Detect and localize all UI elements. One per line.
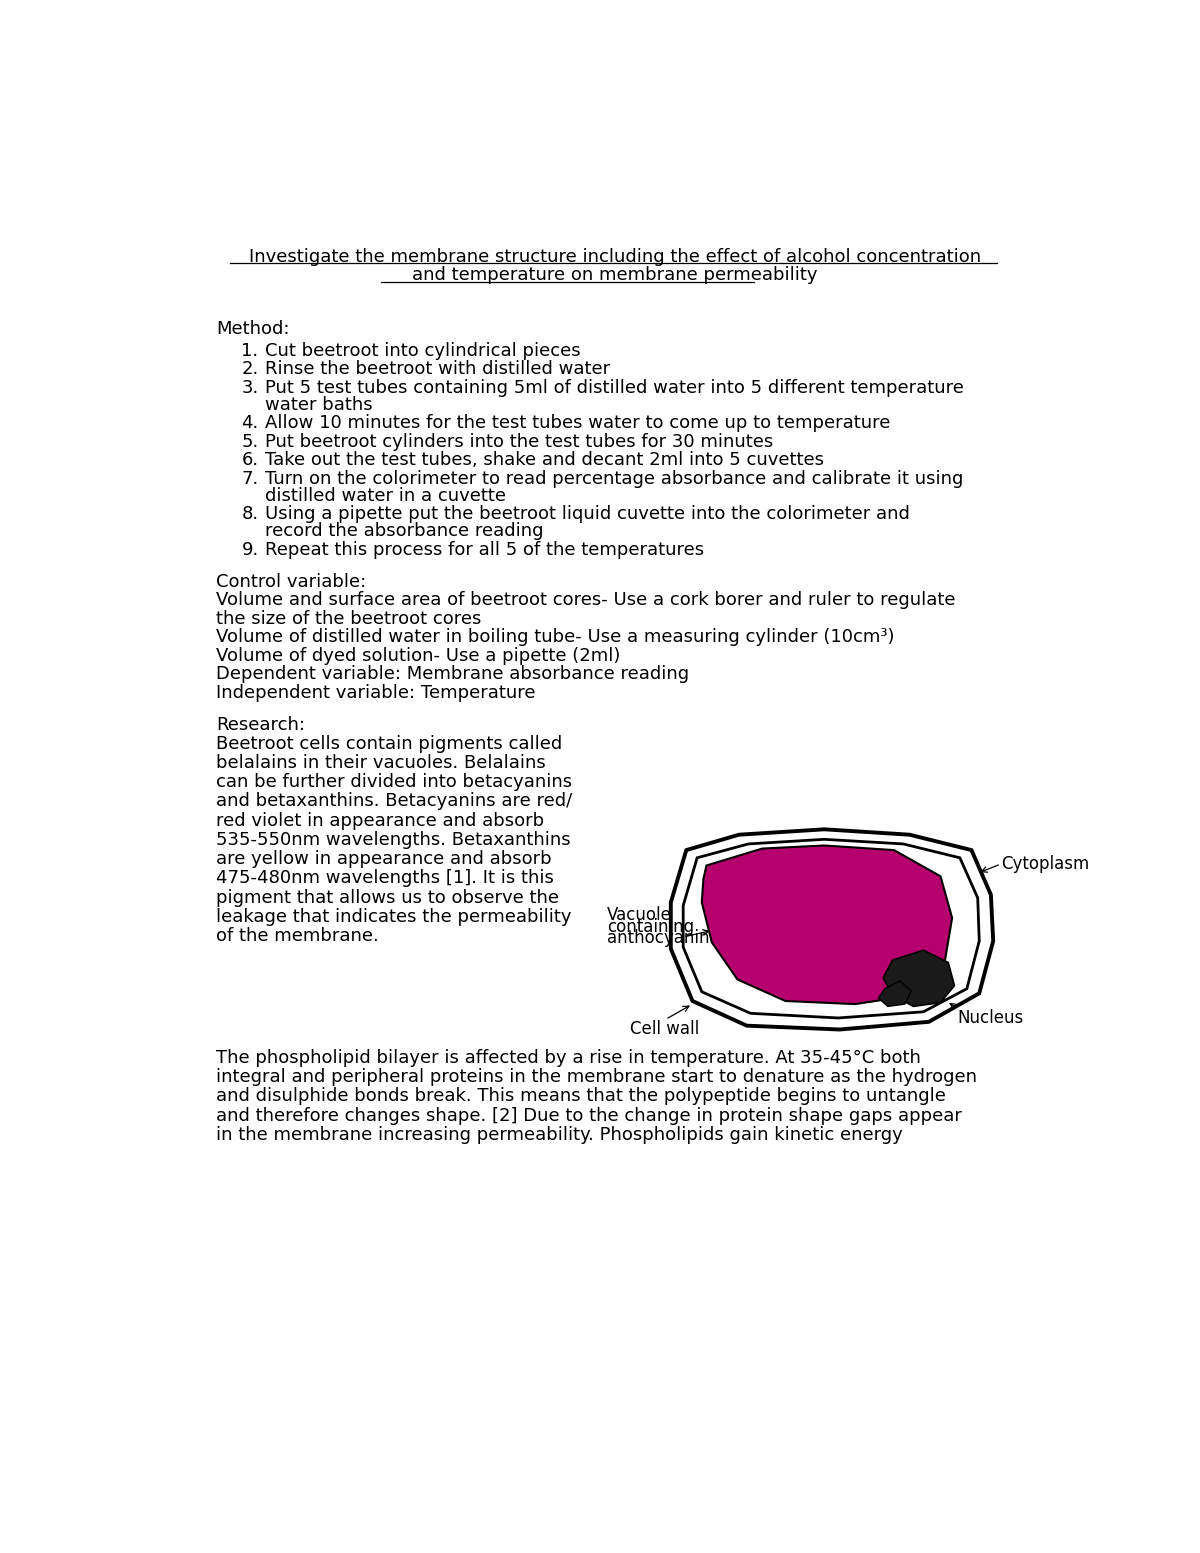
Text: 1.: 1. xyxy=(241,342,258,360)
Text: and disulphide bonds break. This means that the polypeptide begins to untangle: and disulphide bonds break. This means t… xyxy=(216,1087,946,1106)
Polygon shape xyxy=(702,845,952,1005)
Text: 3.: 3. xyxy=(241,379,259,398)
Text: Volume of dyed solution- Use a pipette (2ml): Volume of dyed solution- Use a pipette (… xyxy=(216,646,620,665)
Polygon shape xyxy=(878,981,911,1006)
Text: and therefore changes shape. [2] Due to the change in protein shape gaps appear: and therefore changes shape. [2] Due to … xyxy=(216,1106,961,1124)
Text: 7.: 7. xyxy=(241,469,259,488)
Text: 6.: 6. xyxy=(241,452,258,469)
Text: are yellow in appearance and absorb: are yellow in appearance and absorb xyxy=(216,849,552,868)
Text: pigment that allows us to observe the: pigment that allows us to observe the xyxy=(216,888,559,907)
Text: leakage that indicates the permeability: leakage that indicates the permeability xyxy=(216,909,571,926)
Text: Volume of distilled water in boiling tube- Use a measuring cylinder (10cm³): Volume of distilled water in boiling tub… xyxy=(216,629,894,646)
Text: distilled water in a cuvette: distilled water in a cuvette xyxy=(265,486,505,505)
Text: Cut beetroot into cylindrical pieces: Cut beetroot into cylindrical pieces xyxy=(265,342,581,360)
Text: Rinse the beetroot with distilled water: Rinse the beetroot with distilled water xyxy=(265,360,610,379)
Text: Cell wall: Cell wall xyxy=(630,1019,700,1037)
Text: Dependent variable: Membrane absorbance reading: Dependent variable: Membrane absorbance … xyxy=(216,665,689,683)
Text: and betaxanthins. Betacyanins are red/: and betaxanthins. Betacyanins are red/ xyxy=(216,792,572,811)
Text: 475-480nm wavelengths [1]. It is this: 475-480nm wavelengths [1]. It is this xyxy=(216,870,553,887)
Text: Independent variable: Temperature: Independent variable: Temperature xyxy=(216,683,535,702)
Text: of the membrane.: of the membrane. xyxy=(216,927,379,946)
Text: anthocyanin: anthocyanin xyxy=(607,929,709,947)
Text: integral and peripheral proteins in the membrane start to denature as the hydrog: integral and peripheral proteins in the … xyxy=(216,1068,977,1086)
Text: 4.: 4. xyxy=(241,415,259,432)
Text: Control variable:: Control variable: xyxy=(216,573,366,590)
Text: 8.: 8. xyxy=(241,505,258,523)
Text: Put beetroot cylinders into the test tubes for 30 minutes: Put beetroot cylinders into the test tub… xyxy=(265,433,773,450)
Text: 2.: 2. xyxy=(241,360,259,379)
Text: water baths: water baths xyxy=(265,396,372,413)
Text: Turn on the colorimeter to read percentage absorbance and calibrate it using: Turn on the colorimeter to read percenta… xyxy=(265,469,964,488)
Text: belalains in their vacuoles. Belalains: belalains in their vacuoles. Belalains xyxy=(216,753,546,772)
Text: Vacuole: Vacuole xyxy=(607,907,672,924)
Text: red violet in appearance and absorb: red violet in appearance and absorb xyxy=(216,812,544,829)
Text: record the absorbance reading: record the absorbance reading xyxy=(265,522,544,540)
Text: Put 5 test tubes containing 5ml of distilled water into 5 different temperature: Put 5 test tubes containing 5ml of disti… xyxy=(265,379,964,398)
Text: Using a pipette put the beetroot liquid cuvette into the colorimeter and: Using a pipette put the beetroot liquid … xyxy=(265,505,910,523)
Text: Beetroot cells contain pigments called: Beetroot cells contain pigments called xyxy=(216,735,562,753)
Text: 9.: 9. xyxy=(241,540,259,559)
Text: containing: containing xyxy=(607,918,695,936)
Polygon shape xyxy=(883,950,954,1006)
Text: 535-550nm wavelengths. Betaxanthins: 535-550nm wavelengths. Betaxanthins xyxy=(216,831,570,849)
Text: Method:: Method: xyxy=(216,320,289,339)
Text: Nucleus: Nucleus xyxy=(958,1009,1024,1027)
Text: Research:: Research: xyxy=(216,716,305,735)
Text: in the membrane increasing permeability. Phospholipids gain kinetic energy: in the membrane increasing permeability.… xyxy=(216,1126,902,1143)
Text: 5.: 5. xyxy=(241,433,259,450)
Polygon shape xyxy=(671,829,994,1030)
Text: can be further divided into betacyanins: can be further divided into betacyanins xyxy=(216,773,572,790)
Polygon shape xyxy=(683,839,979,1017)
Text: Allow 10 minutes for the test tubes water to come up to temperature: Allow 10 minutes for the test tubes wate… xyxy=(265,415,890,432)
Text: Take out the test tubes, shake and decant 2ml into 5 cuvettes: Take out the test tubes, shake and decan… xyxy=(265,452,823,469)
Text: Investigate the membrane structure including the effect of alcohol concentration: Investigate the membrane structure inclu… xyxy=(248,248,982,266)
Text: Cytoplasm: Cytoplasm xyxy=(1001,854,1090,873)
Text: Repeat this process for all 5 of the temperatures: Repeat this process for all 5 of the tem… xyxy=(265,540,704,559)
Text: Volume and surface area of beetroot cores- Use a cork borer and ruler to regulat: Volume and surface area of beetroot core… xyxy=(216,592,955,609)
Text: the size of the beetroot cores: the size of the beetroot cores xyxy=(216,610,481,627)
Text: The phospholipid bilayer is affected by a rise in temperature. At 35-45°C both: The phospholipid bilayer is affected by … xyxy=(216,1048,920,1067)
Text: and temperature on membrane permeability: and temperature on membrane permeability xyxy=(413,267,817,284)
